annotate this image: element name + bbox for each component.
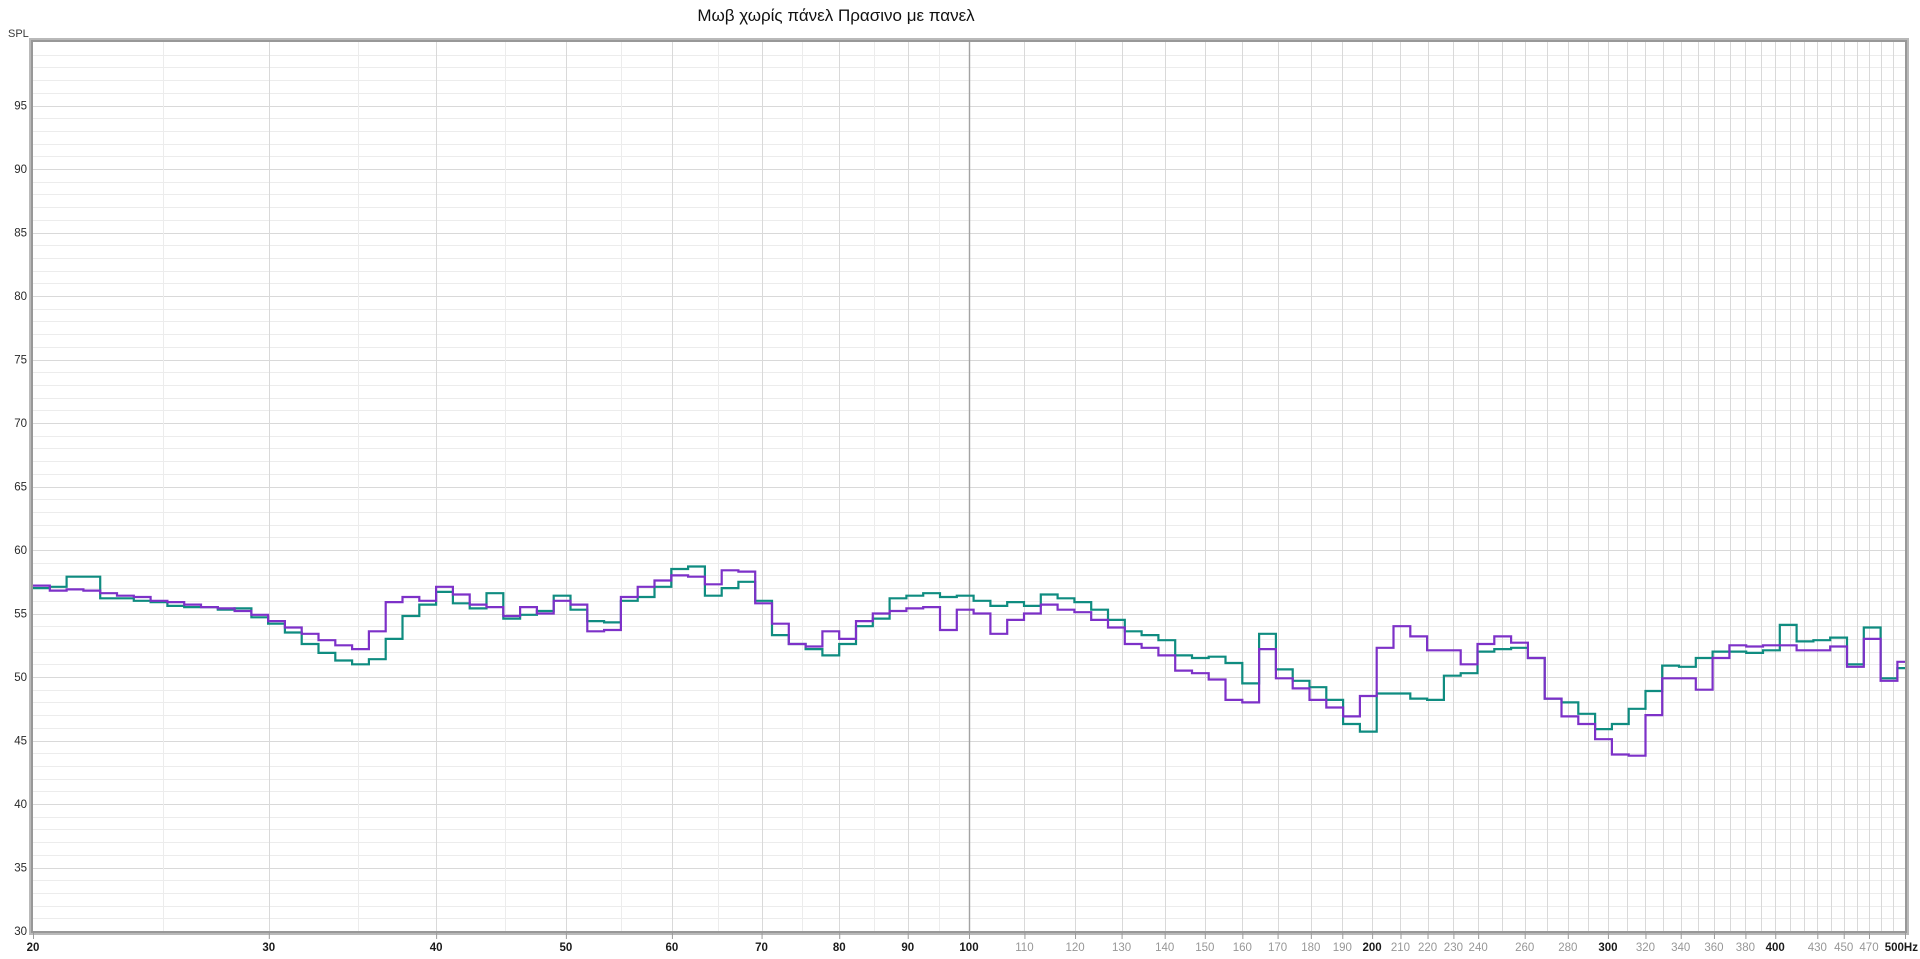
x-tick-label: 100 — [959, 942, 978, 954]
x-tick-label: 220 — [1418, 942, 1437, 954]
x-tick-label: 70 — [755, 942, 768, 954]
y-tick-label: 90 — [14, 164, 27, 176]
x-tick-label: 320 — [1636, 942, 1655, 954]
y-tick-label: 75 — [14, 355, 27, 367]
y-tick-label: 45 — [14, 736, 27, 748]
x-tick-label: 50 — [559, 942, 572, 954]
x-tick-label: 210 — [1391, 942, 1410, 954]
y-tick-label: 65 — [14, 482, 27, 494]
x-tick-label: 40 — [430, 942, 443, 954]
x-tick-label: 450 — [1834, 942, 1853, 954]
y-tick-label: 40 — [14, 799, 27, 811]
y-tick-label: 85 — [14, 228, 27, 240]
x-tick-label: 160 — [1233, 942, 1252, 954]
x-tick-label: 110 — [1015, 942, 1033, 954]
chart-title: Μωβ χωρίς πάνελ Πρασινο με πανελ — [697, 6, 975, 25]
x-tick-label: 30 — [262, 942, 275, 954]
x-tick-label: 360 — [1704, 942, 1723, 954]
x-tick-label: 230 — [1444, 942, 1463, 954]
x-tick-label: 170 — [1268, 942, 1287, 954]
x-tick-label: 300 — [1598, 942, 1617, 954]
y-tick-label: 70 — [14, 418, 27, 430]
y-tick-label: 35 — [14, 863, 27, 875]
y-tick-label: 80 — [14, 291, 27, 303]
x-axis-labels: 20 30 40 50 60 70 80 90 100 110 120 130 140 150 160 170… — [27, 933, 1918, 954]
x-tick-label: 180 — [1301, 942, 1320, 954]
x-tick-label: 140 — [1155, 942, 1174, 954]
x-tick-label: 400 — [1766, 942, 1785, 954]
y-axis-unit-label: SPL — [8, 28, 29, 40]
x-tick-label: 260 — [1515, 942, 1534, 954]
x-tick-label: 430 — [1808, 942, 1827, 954]
x-tick-label: 280 — [1558, 942, 1577, 954]
x-tick-label: 190 — [1333, 942, 1352, 954]
series-path-purple — [33, 569, 1905, 757]
x-tick-label: 90 — [901, 942, 914, 954]
y-tick-label: 30 — [14, 926, 27, 938]
y-axis-labels: 95 90 85 80 75 70 65 60 55 50 45 40 35 30 — [14, 101, 27, 939]
x-tick-label: 380 — [1736, 942, 1755, 954]
x-tick-label: 80 — [833, 942, 846, 954]
x-tick-label: 150 — [1195, 942, 1214, 954]
x-tick-label: 130 — [1112, 942, 1131, 954]
x-tick-label: 240 — [1469, 942, 1488, 954]
x-tick-label: 20 — [27, 942, 40, 954]
y-tick-label: 60 — [14, 545, 27, 557]
x-tick-label: 500Hz — [1885, 942, 1918, 954]
x-tick-label: 120 — [1065, 942, 1084, 954]
v-gridlines — [163, 42, 1894, 931]
y-tick-label: 95 — [14, 101, 27, 113]
y-tick-label: 55 — [14, 609, 27, 621]
x-tick-label: 200 — [1363, 942, 1382, 954]
x-tick-label: 60 — [666, 942, 679, 954]
x-tick-label: 470 — [1859, 942, 1878, 954]
x-tick-label: 340 — [1671, 942, 1690, 954]
y-tick-label: 50 — [14, 672, 27, 684]
